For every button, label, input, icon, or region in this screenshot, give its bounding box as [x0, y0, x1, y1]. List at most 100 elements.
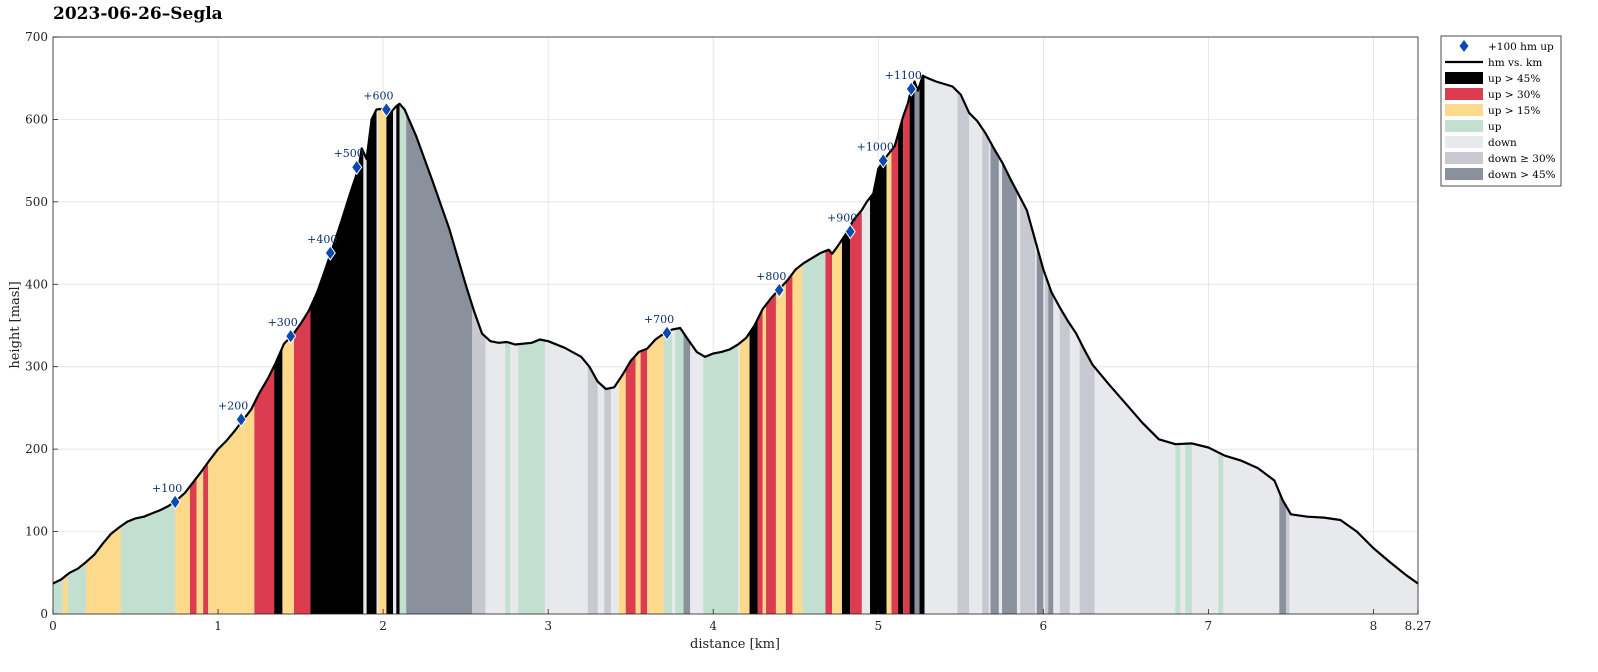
- marker-diamond: [661, 325, 673, 341]
- band-up: [675, 75, 684, 614]
- x-tick-label: 5: [874, 619, 882, 633]
- band-up30: [785, 75, 793, 614]
- band-down30: [957, 75, 970, 614]
- band-up: [67, 75, 87, 614]
- x-tick-label: 2: [379, 619, 387, 633]
- profile-line: [52, 74, 1419, 585]
- axis-ticks: 0 1 2 3 4 5 6 7 8 8.27 0 100 200 300 400 500 600 700: [25, 30, 1431, 633]
- marker-diamond: [169, 494, 181, 510]
- marker-diamond: [235, 411, 247, 428]
- marker-label: +100: [152, 482, 182, 495]
- legend-marker-swatch: [1459, 40, 1469, 52]
- legend-label: up > 15%: [1488, 105, 1540, 117]
- marker-label: +900: [827, 212, 857, 225]
- band-down45: [1048, 75, 1054, 614]
- chart-title: 2023-06-26–Segla: [53, 4, 223, 24]
- marker-diamond: [773, 282, 785, 298]
- band-up15: [792, 75, 803, 614]
- band-up: [399, 75, 407, 614]
- x-tick-label: 8: [1370, 619, 1378, 633]
- legend-swatch-down45: [1445, 168, 1483, 180]
- legend-swatch-down30: [1445, 152, 1483, 164]
- band-down30: [1079, 75, 1095, 614]
- band-up: [703, 75, 738, 614]
- band-up15: [86, 75, 91, 614]
- legend-label: hm vs. km: [1488, 57, 1542, 69]
- legend-swatch-up15: [1445, 104, 1483, 116]
- band-up45: [909, 75, 915, 614]
- marker-diamond: [324, 245, 336, 261]
- band-up15: [775, 75, 786, 614]
- band-up30: [825, 75, 833, 614]
- band-up: [1218, 75, 1224, 614]
- band-up45: [749, 75, 758, 614]
- band-up30: [625, 75, 636, 614]
- marker-label: +500: [334, 147, 364, 160]
- band-up: [505, 75, 511, 614]
- marker-diamond: [844, 223, 856, 240]
- marker-label: +400: [307, 233, 337, 246]
- band-up15: [208, 75, 255, 614]
- band-up15: [832, 75, 842, 614]
- band-up30: [189, 75, 197, 614]
- band-up45: [366, 75, 377, 614]
- band-down45: [914, 75, 920, 614]
- y-tick-label: 400: [25, 277, 48, 291]
- marker-diamond: [380, 101, 393, 118]
- legend-label: down ≥ 30%: [1488, 153, 1556, 165]
- band-up15: [762, 75, 767, 614]
- legend-swatch-down: [1445, 136, 1483, 148]
- band-up: [53, 75, 63, 614]
- legend: +100 hm up hm vs. km up > 45% up > 30% up > …: [1440, 35, 1562, 187]
- band-down30: [1020, 75, 1036, 614]
- plot-frame: [52, 36, 1419, 615]
- x-tick-label: 1: [214, 619, 222, 633]
- x-tick-label: 4: [709, 619, 717, 633]
- band-down45: [683, 75, 691, 614]
- legend-swatch-up45: [1445, 72, 1483, 84]
- y-tick-label: 100: [25, 525, 48, 539]
- band-up45: [919, 75, 925, 614]
- band-up15: [619, 75, 626, 614]
- legend-label: up: [1488, 121, 1502, 133]
- band-down30: [1044, 75, 1049, 614]
- band-up: [1175, 75, 1181, 614]
- legend-label: down > 45%: [1488, 169, 1556, 181]
- marker-label: +1000: [857, 141, 894, 154]
- x-axis-label: distance [km]: [690, 637, 780, 652]
- y-tick-label: 600: [25, 112, 48, 126]
- marker-diamond: [877, 152, 889, 169]
- band-down30: [604, 75, 611, 614]
- band-down45: [1036, 75, 1044, 614]
- band-up15: [62, 75, 68, 614]
- band-up: [518, 75, 545, 614]
- band-up30: [903, 75, 910, 614]
- legend-label: down: [1488, 137, 1517, 149]
- band-down45: [1279, 75, 1286, 614]
- marker-label: +800: [756, 270, 786, 283]
- marker-label: +1100: [885, 69, 922, 82]
- legend-label: up > 30%: [1488, 89, 1540, 101]
- band-up45: [870, 75, 887, 614]
- band-up45: [841, 75, 851, 614]
- band-down30: [587, 75, 598, 614]
- band-up: [802, 75, 826, 614]
- band-down30: [1059, 75, 1070, 614]
- legend-label: up > 45%: [1488, 73, 1540, 85]
- band-up15: [635, 75, 641, 614]
- band-up15: [175, 75, 190, 614]
- x-tick-label: 3: [544, 619, 552, 633]
- x-tick-label: 0: [49, 619, 57, 633]
- x-tick-label: 7: [1205, 619, 1213, 633]
- band-up30: [203, 75, 209, 614]
- marker-label: +200: [218, 399, 248, 412]
- y-tick-label: 500: [25, 195, 48, 209]
- marker-diamond: [905, 81, 917, 97]
- band-up: [120, 75, 176, 614]
- band-up45: [898, 75, 904, 614]
- y-tick-label: 300: [25, 360, 48, 374]
- legend-swatch-up30: [1445, 88, 1483, 100]
- marker-label: +300: [268, 316, 298, 329]
- band-up15: [886, 75, 892, 614]
